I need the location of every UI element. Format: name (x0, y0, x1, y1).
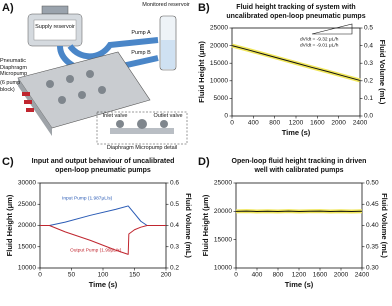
plot-frame (231, 27, 361, 117)
x-tick-label: 0 (234, 272, 238, 279)
diagram-label: Monitored reservoir (142, 2, 190, 8)
diagram-label: Pneumatic Diaphragm Micropump (0, 58, 28, 77)
schematic (17, 5, 188, 145)
x-tick-label: 800 (269, 120, 280, 127)
y-tick-label: 25000 (18, 201, 36, 208)
annotation: dV/dt = -9.01 μL/h (300, 42, 339, 48)
y-tick-label: 10000 (214, 265, 232, 272)
y-tick-label: 25000 (214, 180, 232, 187)
y-tick-label: 5000 (214, 95, 229, 102)
y-tick-label: 15000 (210, 60, 228, 67)
y-tick-label: 20000 (210, 42, 228, 49)
x-tick-label: 50 (68, 272, 76, 279)
x-axis-label: Time (s) (89, 280, 118, 289)
y2-axis-label: Fluid Volume (mL) (378, 40, 387, 105)
y2-tick-label: 0.6 (170, 180, 179, 187)
y-tick-label: 20000 (18, 222, 36, 229)
y2-tick-label: 0.30 (366, 265, 379, 272)
y2-tick-label: 0.35 (366, 243, 379, 250)
line (40, 225, 166, 255)
x-tick-label: 400 (248, 120, 259, 127)
y2-tick-label: 0.40 (366, 222, 379, 229)
y-tick-label: 15000 (18, 243, 36, 250)
diagram-label: Pump A (131, 30, 151, 36)
y2-tick-label: 0.5 (364, 25, 373, 32)
panel-label: D) (198, 156, 210, 168)
y2-tick-label: 0.4 (364, 42, 373, 49)
x-tick-label: 2000 (334, 272, 349, 279)
x-tick-label: 0 (230, 120, 234, 127)
x-tick-label: 0 (38, 272, 42, 279)
y2-tick-label: 0.3 (170, 243, 179, 250)
y2-tick-label: 0.0 (364, 113, 373, 120)
y-tick-label: 0 (224, 113, 228, 120)
y-axis-label: Fluid Height (μm) (197, 41, 206, 103)
y2-tick-label: 0.3 (364, 60, 373, 67)
chart-title: Input and output behaviour of uncalibrat… (31, 158, 175, 174)
line (231, 45, 361, 81)
diagram-label: Supply reservoir (35, 24, 75, 30)
diagram-label: Inlet valve (102, 113, 128, 119)
annotation: Input Pump (1.987μL/s) (62, 195, 113, 201)
y2-tick-label: 0.50 (366, 180, 379, 187)
panel-label: A) (2, 2, 14, 14)
x-axis-label: Time (s) (285, 280, 314, 289)
annotation: Output Pump (1.99μL/s) (70, 247, 122, 253)
y2-tick-label: 0.5 (170, 201, 179, 208)
y-axis-label: Fluid Height (μm) (5, 194, 14, 256)
panel-label: C) (2, 156, 14, 168)
panel-label: B) (198, 2, 210, 14)
x-tick-label: 150 (129, 272, 140, 279)
x-tick-label: 2400 (353, 120, 368, 127)
diagram-label: Diaphragm Micropump detail (106, 145, 178, 151)
chart-title: Fluid height tracking of system with unc… (226, 4, 366, 20)
y2-axis-label: Fluid Volume (mL) (184, 193, 193, 258)
y2-tick-label: 0.2 (170, 265, 179, 272)
x-tick-label: 2400 (355, 272, 370, 279)
plot-frame (235, 182, 363, 269)
x-tick-label: 1200 (292, 272, 307, 279)
diagram-label: Pump B (131, 50, 151, 56)
y-tick-label: 10000 (210, 78, 228, 85)
x-tick-label: 1200 (289, 120, 304, 127)
slope-triangle (311, 23, 353, 35)
x-tick-label: 100 (98, 272, 109, 279)
x-axis-label: Time (s) (282, 128, 311, 137)
y-tick-label: 30000 (18, 180, 36, 187)
y2-tick-label: 0.4 (170, 222, 179, 229)
chart-title: Open-loop fluid height tracking in drive… (231, 158, 367, 174)
y-axis-label: Fluid Height (μm) (201, 194, 210, 256)
annotation: dV/dt = -9.32 μL/h (300, 36, 339, 42)
y-tick-label: 25000 (210, 25, 228, 32)
diagram-label: (6 pump block) (0, 80, 21, 93)
x-tick-label: 200 (161, 272, 172, 279)
y-tick-label: 15000 (214, 236, 232, 243)
y2-axis-label: Fluid Volume (mL) (380, 193, 389, 258)
x-tick-label: 400 (252, 272, 263, 279)
y2-tick-label: 0.2 (364, 78, 373, 85)
diagram-label: Outlet valve (153, 113, 183, 119)
x-tick-label: 1600 (310, 120, 325, 127)
y-tick-label: 20000 (214, 208, 232, 215)
line (40, 205, 166, 226)
y2-tick-label: 0.1 (364, 95, 373, 102)
y-tick-label: 10000 (18, 265, 36, 272)
x-tick-label: 1600 (313, 272, 328, 279)
y2-tick-label: 0.45 (366, 201, 379, 208)
x-tick-label: 2000 (331, 120, 346, 127)
x-tick-label: 800 (273, 272, 284, 279)
